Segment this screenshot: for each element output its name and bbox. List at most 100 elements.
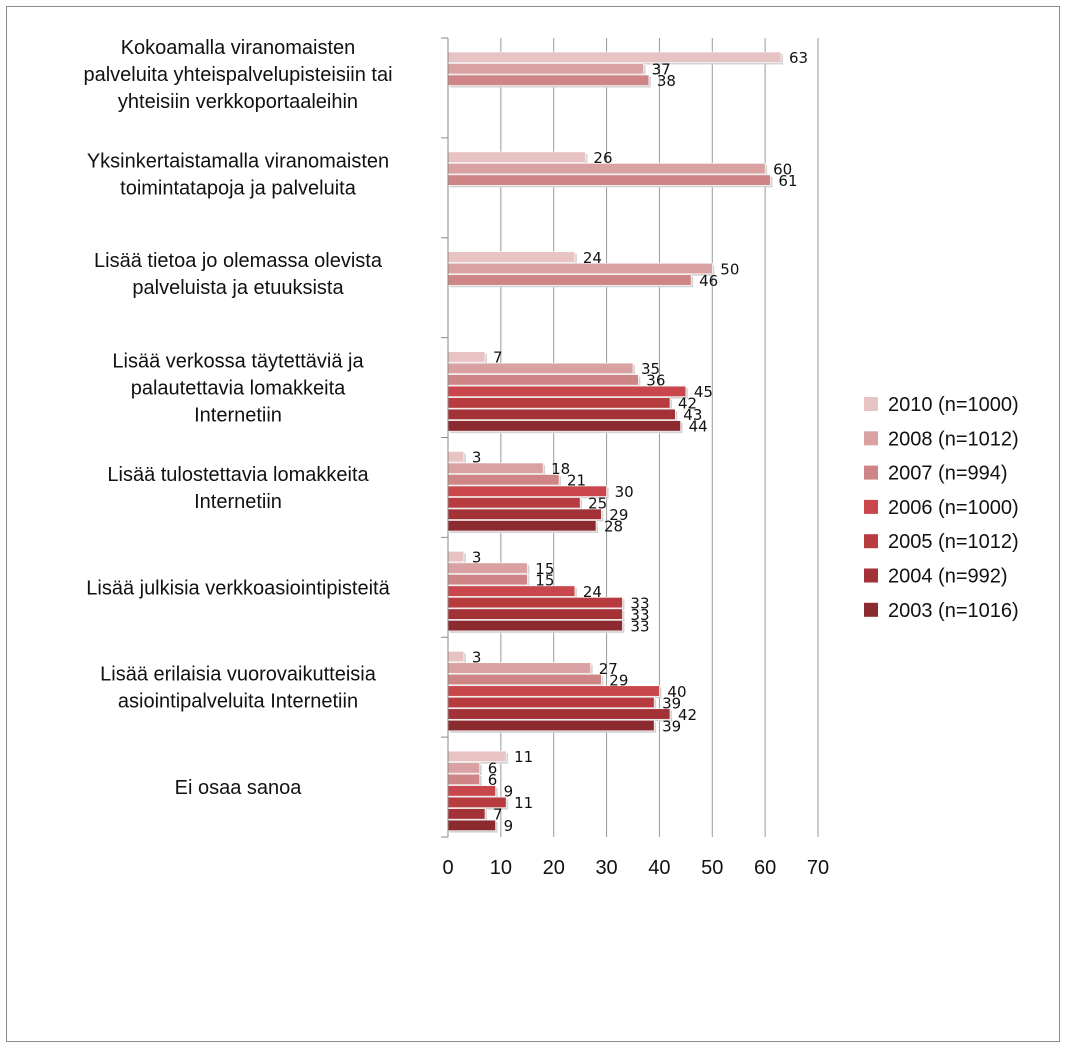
x-tick-label: 70 [807, 857, 829, 879]
bar [447, 497, 581, 509]
data-label: 28 [604, 518, 623, 536]
data-label: 43 [683, 406, 702, 424]
legend-swatch [864, 431, 878, 446]
bar [447, 520, 597, 532]
label-layer: 0 10 20 30 40 50 60 70 Kokoamalla viranomaisten p… [83, 37, 829, 879]
bar [447, 408, 676, 420]
bar [447, 474, 560, 486]
legend-swatch [864, 499, 878, 514]
data-label: 29 [609, 506, 628, 524]
data-label: 36 [646, 372, 665, 390]
bar [447, 63, 644, 75]
x-tick-label: 10 [490, 857, 512, 879]
data-label: 27 [599, 660, 618, 678]
bar [447, 719, 655, 732]
bar [447, 819, 496, 831]
category-label: palautettavia lomakkeita [131, 378, 346, 400]
data-label: 30 [615, 483, 634, 501]
legend-swatch [864, 397, 878, 411]
data-label: 24 [583, 583, 602, 601]
legend-label: 2008 (n=1012) [888, 428, 1019, 450]
bar [447, 650, 465, 663]
data-label: 7 [493, 806, 503, 824]
data-label: 37 [652, 61, 671, 79]
data-label: 9 [504, 817, 514, 835]
data-label: 3 [472, 648, 482, 666]
bar [447, 773, 481, 785]
data-label: 46 [699, 272, 718, 290]
bar [447, 808, 486, 820]
category-label: Lisää tulostettavia lomakkeita [107, 464, 369, 486]
x-tick-label: 20 [543, 857, 565, 879]
data-label: 25 [588, 495, 607, 513]
data-label: 11 [514, 748, 533, 766]
category-label: Lisää julkisia verkkoasiointipisteitä [86, 577, 390, 599]
data-label: 7 [493, 349, 503, 367]
data-label: 38 [657, 72, 676, 90]
category-label: Lisää tietoa jo olemassa olevista [94, 250, 383, 272]
bar [447, 351, 486, 363]
data-label: 33 [630, 617, 649, 635]
data-label: 3 [472, 449, 482, 467]
bar [447, 174, 771, 186]
bar [447, 574, 528, 586]
bar [447, 696, 655, 709]
x-tick-label: 60 [754, 857, 776, 879]
legend-label: 2005 (n=1012) [888, 531, 1019, 553]
bar [447, 51, 782, 63]
category-label: Yksinkertaistamalla viranomaisten [87, 150, 389, 172]
data-label: 35 [641, 360, 660, 378]
bar [447, 585, 576, 597]
legend-label: 2003 (n=1016) [888, 600, 1019, 622]
category-label: Ei osaa sanoa [175, 777, 303, 799]
data-label: 50 [720, 260, 739, 278]
data-label: 9 [504, 783, 514, 801]
data-label: 61 [778, 172, 797, 190]
data-label: 21 [567, 472, 586, 490]
bar [447, 397, 671, 409]
bar [447, 262, 713, 275]
bar [447, 662, 592, 674]
bar [447, 673, 602, 686]
category-label: yhteisiin verkkoportaaleihin [118, 91, 358, 113]
legend-swatch [864, 568, 878, 583]
bar [447, 562, 528, 574]
data-label: 33 [630, 606, 649, 624]
bar [447, 420, 681, 432]
bar [447, 151, 586, 163]
bar [447, 251, 576, 263]
data-label: 15 [535, 560, 554, 578]
bar [447, 551, 465, 563]
data-label: 42 [678, 395, 697, 413]
category-label: Lisää erilaisia vuorovaikutteisia [100, 664, 377, 686]
bar [447, 462, 544, 474]
legend-label: 2006 (n=1000) [888, 497, 1019, 519]
data-label: 3 [472, 548, 482, 566]
legend-label: 2007 (n=994) [888, 463, 1008, 485]
data-label: 24 [583, 249, 602, 267]
category-label: palveluita yhteispalvelupisteisiin tai [83, 64, 392, 86]
bar [447, 74, 650, 86]
axis-layer [441, 37, 449, 838]
data-label: 29 [609, 671, 628, 689]
x-tick-label: 40 [648, 857, 670, 879]
x-tick-label: 30 [595, 857, 617, 879]
data-label: 6 [488, 760, 498, 778]
legend-label: 2004 (n=992) [888, 566, 1008, 588]
bar [447, 750, 507, 762]
category-label: Internetiin [194, 405, 282, 427]
x-tick-label: 50 [701, 857, 723, 879]
bar [447, 508, 602, 520]
category-label: toimintatapoja ja palveluita [120, 177, 357, 199]
bar [447, 762, 481, 774]
data-label: 39 [662, 717, 681, 735]
bar [447, 274, 692, 286]
data-label: 6 [488, 771, 498, 789]
bar [447, 374, 639, 386]
legend-label: 2010 (n=1000) [888, 394, 1019, 416]
category-label: palveluista ja etuuksista [132, 277, 344, 299]
bar [447, 451, 465, 463]
category-label: Lisää verkossa täytettäviä ja [112, 351, 364, 373]
legend-swatch [864, 534, 878, 549]
